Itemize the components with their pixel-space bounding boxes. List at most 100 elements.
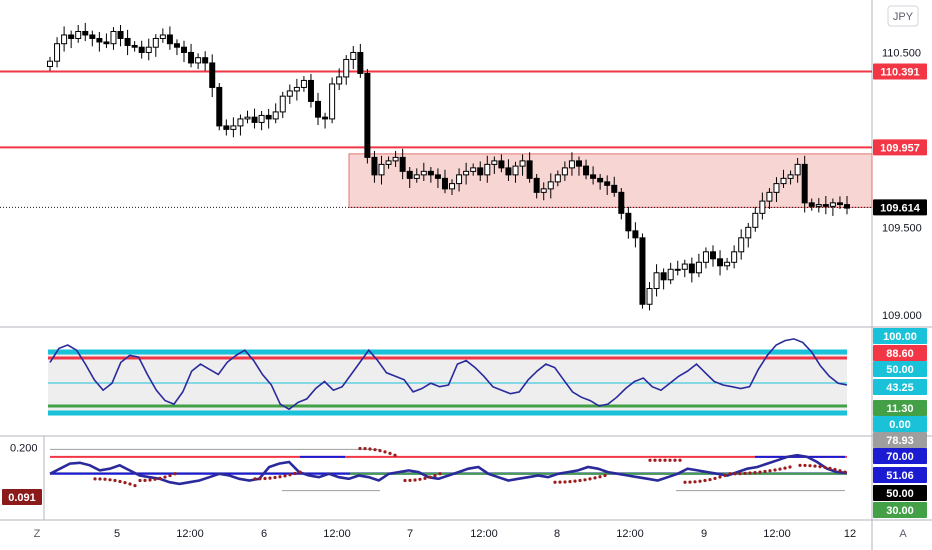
rsi-line — [49, 338, 848, 411]
candle-body — [547, 181, 554, 190]
osc-dot — [828, 466, 832, 470]
osc-dot — [288, 473, 292, 477]
candle-body — [604, 181, 611, 186]
osc-dot — [648, 458, 652, 462]
candle-body — [731, 251, 738, 263]
rsi-panel[interactable]: 100.00 88.60 50.00 43.25 11.30 0.00 — [48, 328, 927, 432]
candle-body — [300, 79, 307, 88]
osc-dot — [823, 465, 827, 470]
candle-body — [181, 46, 188, 53]
candle-body — [96, 37, 103, 43]
osc-dot — [778, 467, 782, 471]
osc-value-box — [2, 489, 42, 505]
osc-dot — [808, 464, 812, 468]
osc-dot — [728, 472, 732, 476]
candle-body — [89, 34, 96, 39]
candle-body — [738, 237, 745, 253]
osc-level-label-box — [873, 485, 927, 501]
candle-body — [173, 43, 180, 48]
auto-scale-button[interactable]: A — [899, 528, 907, 540]
osc-dot — [773, 468, 777, 472]
osc-level-label-box — [873, 502, 927, 518]
candle-body — [766, 191, 773, 202]
osc-dot — [433, 473, 437, 478]
osc-level-label: 70.00 — [886, 451, 914, 463]
time-axis-label: 12:00 — [176, 528, 204, 540]
osc-level-label: 51.06 — [886, 470, 914, 482]
osc-dot — [363, 446, 367, 451]
rsi-level-label: 43.25 — [886, 382, 914, 394]
rsi-level-label: 0.00 — [889, 419, 910, 431]
candle-body — [583, 165, 590, 176]
candle-body — [272, 111, 279, 120]
osc-dot — [168, 473, 172, 478]
candle-body — [244, 116, 251, 120]
osc-dot — [108, 478, 112, 482]
rsi-level-label: 11.30 — [887, 403, 914, 415]
candle-body — [159, 34, 166, 39]
candle-body — [258, 114, 265, 123]
candle-body — [54, 43, 61, 62]
candle-body — [117, 30, 124, 39]
time-axis-label: 6 — [261, 528, 267, 540]
osc-dot — [428, 475, 432, 479]
candle-body — [329, 83, 336, 120]
osc-dot — [748, 471, 752, 475]
candle-body — [674, 268, 681, 271]
price-tick-label: 110.500 — [882, 47, 921, 59]
candle-body — [166, 34, 173, 45]
candle-body — [794, 163, 801, 176]
osc-dot — [558, 480, 562, 484]
candle-body — [216, 86, 223, 127]
currency-badge-box[interactable] — [887, 5, 919, 27]
candle-body — [597, 177, 604, 183]
candle-body — [561, 167, 568, 176]
candle-body — [230, 125, 237, 130]
time-axis-label: 12 — [844, 528, 856, 540]
candle-body — [491, 160, 498, 165]
candle-body — [336, 76, 343, 85]
candle-body — [646, 288, 653, 305]
osc-dot — [593, 476, 597, 480]
candle-body — [829, 202, 836, 207]
zoom-button[interactable]: Z — [34, 528, 41, 540]
rsi-level-label-box — [873, 328, 927, 344]
osc-dot — [438, 472, 442, 476]
candle-body — [237, 118, 244, 127]
candle-body — [202, 57, 209, 64]
osc-dot — [753, 471, 757, 475]
oscillator-panel[interactable]: 0.200 0.091 78.93 70.00 51.06 50.00 30.00 — [2, 432, 927, 518]
candle-body — [392, 156, 399, 162]
osc-dot — [268, 476, 272, 480]
osc-dot — [663, 458, 667, 462]
osc-dot — [163, 475, 167, 479]
axes-labels: 5 12:00 6 12:00 7 12:00 8 12:00 9 12:00 12 — [114, 528, 856, 540]
candle-body — [315, 100, 322, 118]
rsi-level-label-box — [873, 379, 927, 395]
candle-body — [357, 51, 364, 74]
osc-dot — [173, 472, 177, 476]
candle-body — [209, 62, 216, 88]
candle-body — [639, 237, 646, 305]
candle-body — [350, 51, 357, 60]
candle-body — [434, 174, 441, 179]
osc-dot — [113, 478, 117, 483]
candle-body — [188, 51, 195, 64]
osc-dot — [293, 471, 297, 476]
candle-body — [702, 251, 709, 263]
osc-dot — [768, 469, 772, 473]
osc-dot — [153, 477, 157, 481]
candle-body — [759, 200, 766, 214]
candle-body — [286, 90, 293, 97]
osc-dot — [668, 458, 672, 462]
candle-body — [307, 79, 314, 102]
candle-body — [575, 160, 582, 167]
time-axis-label: 5 — [114, 528, 120, 540]
candle-body — [590, 174, 597, 179]
rsi-level-label-box — [873, 416, 927, 432]
osc-dot — [568, 480, 572, 484]
osc-dot — [143, 478, 147, 482]
currency-badge[interactable]: JPY — [893, 11, 914, 23]
price-panel[interactable]: 110.500 109.500 109.000 110.391 109.957 109.6… — [0, 22, 927, 322]
